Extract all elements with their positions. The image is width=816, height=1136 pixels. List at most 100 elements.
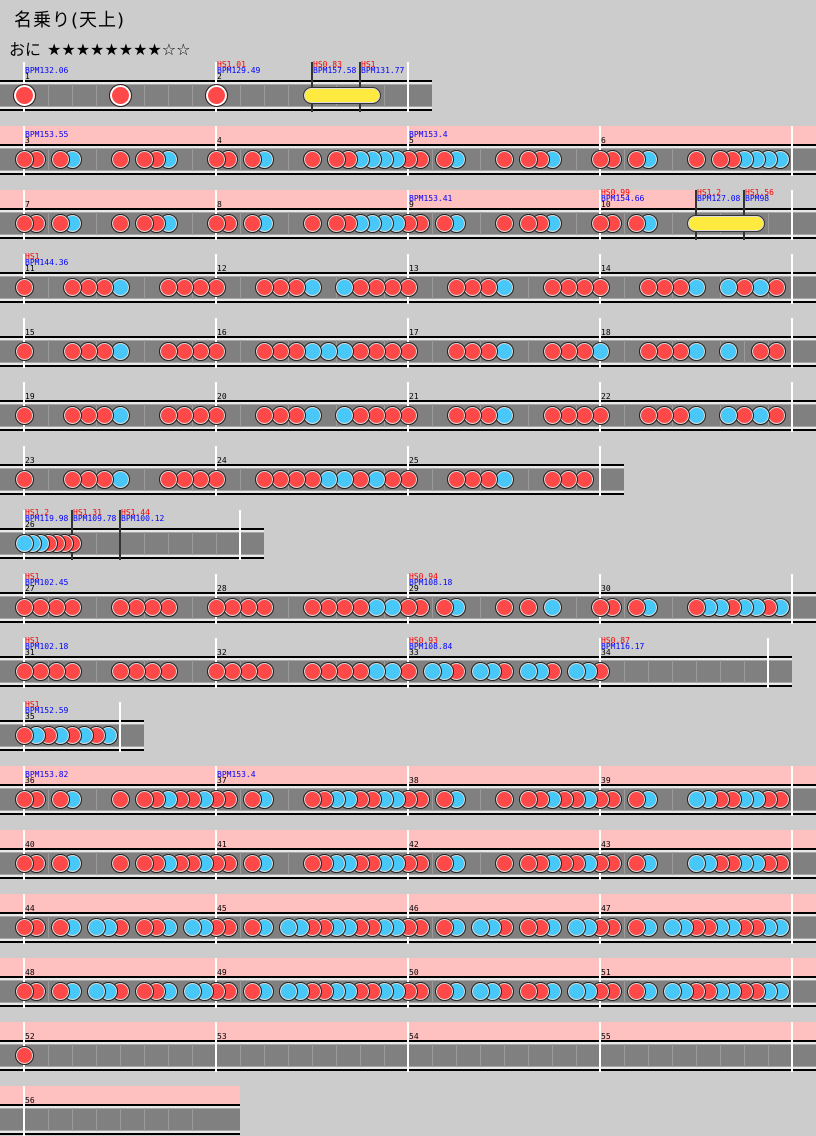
ka-note (470, 981, 490, 1001)
grid-line (624, 788, 625, 811)
don-note (494, 149, 514, 169)
hs-label: HS0.83 (313, 60, 342, 69)
measure-number: 40 (25, 840, 35, 849)
don-note (14, 661, 34, 681)
grid-line (96, 532, 97, 555)
don-note (326, 149, 346, 169)
measure-number: 21 (409, 392, 419, 401)
don-note (206, 597, 226, 617)
measure-number: 4 (217, 136, 222, 145)
grid-line (720, 1044, 721, 1067)
grid-line (288, 596, 289, 619)
ka-note (566, 981, 586, 1001)
don-note (542, 469, 562, 489)
don-note (446, 469, 466, 489)
grid-line (432, 468, 433, 491)
grid-line (216, 532, 217, 555)
drumroll-note (303, 87, 381, 104)
ka-note (334, 405, 354, 425)
ka-note (718, 277, 738, 297)
don-note (518, 917, 538, 937)
grid-line (432, 1044, 433, 1067)
don-note (542, 341, 562, 361)
grid-line (168, 1108, 169, 1131)
grid-line (240, 980, 241, 1003)
grid-line (672, 1044, 673, 1067)
don-note (14, 1045, 34, 1065)
bar-line (599, 1022, 601, 1072)
grid-line (96, 148, 97, 171)
hs-label: HS0.93 (409, 636, 438, 645)
grid-line (240, 276, 241, 299)
measure-number: 49 (217, 968, 227, 977)
measure-number: 54 (409, 1032, 419, 1041)
grid-line (720, 660, 721, 683)
ka-note (718, 341, 738, 361)
measure-number: 34 (601, 648, 611, 657)
grid-line (624, 404, 625, 427)
don-note (134, 981, 154, 1001)
don-note (494, 597, 514, 617)
don-note (110, 149, 130, 169)
ka-note (86, 917, 106, 937)
grid-line (528, 1044, 529, 1067)
grid-line (240, 212, 241, 235)
don-note (686, 597, 706, 617)
don-note (62, 341, 82, 361)
don-note (518, 213, 538, 233)
measure-number: 53 (217, 1032, 227, 1041)
don-note (494, 853, 514, 873)
grid-line (432, 916, 433, 939)
grid-line (672, 212, 673, 235)
measure-number: 12 (217, 264, 227, 273)
grid-line (360, 1044, 361, 1067)
bpm-label: BPM127.08 (697, 194, 741, 203)
don-note (242, 213, 262, 233)
grid-line (624, 980, 625, 1003)
gogo-band (0, 190, 696, 208)
don-note (206, 661, 226, 681)
big-don-note (12, 83, 36, 107)
don-note (302, 661, 322, 681)
grid-line (768, 1044, 769, 1067)
grid-line (288, 212, 289, 235)
measure-number: 19 (25, 392, 35, 401)
don-note (254, 469, 274, 489)
grid-line (48, 148, 49, 171)
measure-number: 48 (25, 968, 35, 977)
ka-note (718, 405, 738, 425)
grid-line (744, 1044, 745, 1067)
hs-label: HS1 (25, 572, 40, 581)
don-note (302, 789, 322, 809)
don-note (14, 981, 34, 1001)
bar-line (791, 958, 793, 1008)
grid-line (144, 1108, 145, 1131)
grid-line (48, 980, 49, 1003)
measure-number: 38 (409, 776, 419, 785)
don-note (242, 853, 262, 873)
grid-line (744, 660, 745, 683)
don-note (518, 981, 538, 1001)
measure-number: 16 (217, 328, 227, 337)
ka-note (662, 981, 682, 1001)
measure-number: 36 (25, 776, 35, 785)
don-note (110, 597, 130, 617)
don-note (750, 341, 770, 361)
hs-label: HS1.2 (697, 188, 722, 197)
bpm-label: BPM98 (745, 194, 770, 203)
grid-line (144, 468, 145, 491)
bar-line (791, 254, 793, 304)
grid-line (96, 1044, 97, 1067)
grid-line (192, 660, 193, 683)
measure-number: 46 (409, 904, 419, 913)
measure-number: 23 (25, 456, 35, 465)
don-note (134, 789, 154, 809)
bar-line (791, 894, 793, 944)
scroll-change-marker (119, 510, 121, 560)
grid-line (240, 1044, 241, 1067)
bar-line (791, 766, 793, 816)
measure-number: 55 (601, 1032, 611, 1041)
don-note (542, 405, 562, 425)
don-note (638, 405, 658, 425)
measure-number: 2 (217, 72, 222, 81)
